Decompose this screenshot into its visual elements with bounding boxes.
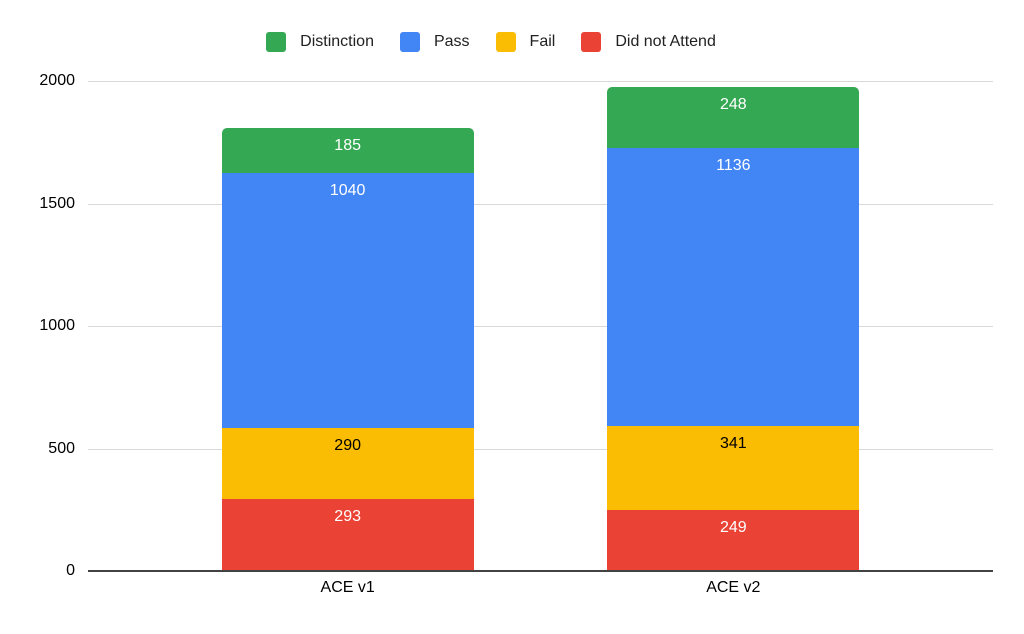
x-axis-baseline [88,570,993,572]
bar-segment-distinction: 248 [607,87,860,149]
bar-value-label: 1136 [716,157,751,175]
legend-label: Fail [529,33,556,50]
bar-segment-pass: 1040 [221,173,474,429]
bar-segment-fail: 290 [221,428,474,500]
legend-item-distinction: Distinction [266,32,374,52]
legend-label: Pass [433,33,470,50]
bar-value-label: 290 [334,437,361,455]
y-axis: 0 500 1000 1500 2000 [0,72,88,579]
plot-area: 185 1040 290 293 248 1136 341 249 [88,81,993,572]
y-axis-tick-label: 0 [66,562,75,579]
bar-value-label: 293 [334,508,361,526]
gridline-500 [88,448,993,450]
x-axis: ACE v1 ACE v2 [88,579,993,603]
bar-value-label: 341 [719,435,747,453]
legend-swatch-icon [495,32,516,52]
bar-segment-distinction: 185 [221,128,474,174]
legend-swatch-icon [266,32,287,52]
legend-item-did-not-attend: Did not Attend [581,32,716,52]
legend-swatch-icon [581,32,602,52]
bar-segment-did-not-attend: 249 [607,509,860,571]
y-axis-tick-label: 2000 [39,72,75,89]
bar-value-label: 248 [719,96,747,114]
bar-segment-fail: 341 [607,426,860,510]
legend-item-pass: Pass [399,32,470,52]
y-axis-tick-label: 1500 [39,194,75,212]
x-axis-category-label: ACE v1 [320,579,375,596]
legend-label: Did not Attend [615,33,716,50]
bar-segment-did-not-attend: 293 [221,499,474,571]
legend-label: Distinction [300,33,374,50]
gridline-1500 [88,203,993,205]
bar-value-label: 185 [334,137,361,155]
legend-swatch-icon [399,32,420,52]
bar-ace-v2: 248 1136 341 249 [607,87,860,571]
y-axis-tick-label: 500 [48,439,75,457]
bar-segment-pass: 1136 [607,148,860,427]
legend-item-fail: Fail [495,32,556,52]
bar-value-label: 249 [719,518,747,536]
x-axis-category-label: ACE v2 [706,579,761,596]
y-axis-tick-label: 1000 [39,317,75,334]
gridline-2000 [88,81,993,82]
chart-legend: Distinction Pass Fail Did not Attend [0,32,1003,52]
bar-value-label: 1040 [329,182,366,200]
gridline-1000 [88,326,993,327]
bar-ace-v1: 185 1040 290 293 [221,128,474,571]
